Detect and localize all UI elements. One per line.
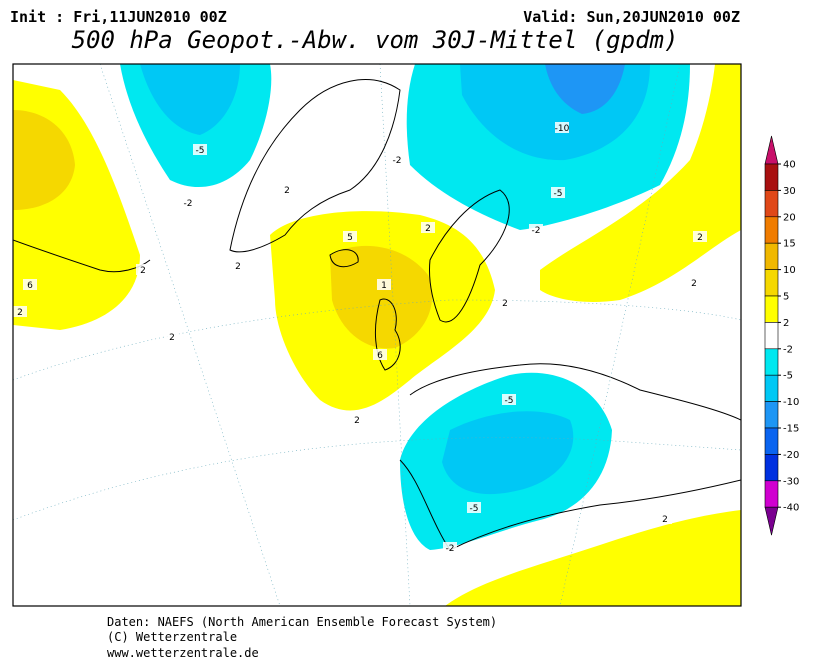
colorbar-swatch bbox=[764, 348, 779, 376]
contour-label: 2 bbox=[354, 416, 360, 426]
contour-label: -5 bbox=[196, 146, 205, 156]
contour-label: -2 bbox=[532, 226, 541, 236]
colorbar-label: 5 bbox=[783, 292, 789, 303]
colorbar-label: 2 bbox=[783, 318, 789, 329]
contour-label: 2 bbox=[17, 308, 23, 318]
colorbar-label: 40 bbox=[783, 160, 796, 171]
colorbar-label: -15 bbox=[783, 424, 799, 435]
contour-label-bg bbox=[529, 224, 543, 235]
contour-label: -10 bbox=[555, 124, 570, 134]
contour-label-bg bbox=[555, 122, 569, 133]
map-area: -5 -2 2 -2 -10 -5 -2 2 2 6 2 2 5 1 6 2 2 2 -5 -5 -2 2 2 2 bbox=[13, 64, 741, 606]
colorbar-label: 20 bbox=[783, 212, 796, 223]
contour-label: -5 bbox=[554, 189, 563, 199]
colorbar-label: -2 bbox=[783, 344, 793, 355]
map-frame bbox=[12, 63, 742, 607]
colorbar-swatch bbox=[764, 374, 779, 402]
contour-label-bg bbox=[421, 222, 435, 233]
contour-label: 2 bbox=[425, 224, 431, 234]
colorbar-label: -5 bbox=[783, 371, 793, 382]
contour-label-bg bbox=[693, 231, 707, 242]
colorbar-swatch bbox=[764, 322, 779, 350]
colorbar-swatch bbox=[764, 190, 779, 218]
colorbar-cap bbox=[764, 135, 779, 165]
colorbar-swatch bbox=[764, 163, 779, 191]
map-title: 500 hPa Geopot.-Abw. vom 30J-Mittel (gpd… bbox=[72, 26, 679, 54]
colorbar-label: -40 bbox=[783, 503, 799, 514]
contour-label-bg bbox=[165, 331, 179, 342]
colorbar-swatch bbox=[764, 242, 779, 270]
colorbar: 40 30 20 15 10 5 2 -2 -5 -10 -15 -20 -30 -40 bbox=[764, 135, 799, 536]
contour-label-bg bbox=[350, 414, 364, 425]
contour-label: -5 bbox=[505, 396, 514, 406]
colorbar-label: 15 bbox=[783, 239, 796, 250]
contour-label-bg bbox=[373, 349, 387, 360]
contour-label-bg bbox=[467, 502, 481, 513]
contour-label-bg bbox=[280, 184, 294, 195]
colorbar-label: 30 bbox=[783, 186, 796, 197]
contour-label: -5 bbox=[470, 504, 479, 514]
colorbar-label: 10 bbox=[783, 265, 796, 276]
colorbar-swatch bbox=[764, 401, 779, 429]
anomaly-area bbox=[540, 64, 741, 302]
footer-line: Daten: NAEFS (North American Ensemble Fo… bbox=[107, 615, 497, 629]
colorbar-swatch bbox=[764, 480, 779, 508]
contour-label: 2 bbox=[691, 279, 697, 289]
colorbar-cap bbox=[764, 506, 779, 536]
contour-label-bg bbox=[390, 154, 404, 165]
anomaly-area bbox=[13, 110, 75, 210]
anomaly-area bbox=[140, 64, 240, 135]
colorbar-swatch bbox=[764, 269, 779, 297]
colorbar-label: -30 bbox=[783, 476, 799, 487]
contour-label: -2 bbox=[184, 199, 193, 209]
colorbar-swatch bbox=[764, 454, 779, 482]
contour-label: 6 bbox=[27, 281, 33, 291]
contour-label: 2 bbox=[169, 333, 175, 343]
contour-label: 2 bbox=[284, 186, 290, 196]
contour-label: 2 bbox=[697, 233, 703, 243]
footer-line: (C) Wetterzentrale bbox=[107, 630, 237, 644]
contour-label-bg bbox=[136, 264, 150, 275]
anomaly-area bbox=[545, 64, 625, 114]
contour-label-bg bbox=[658, 513, 672, 524]
contour-label-bg bbox=[23, 279, 37, 290]
contour-label: -2 bbox=[446, 544, 455, 554]
contour-label-bg bbox=[498, 297, 512, 308]
contour-label-bg bbox=[193, 144, 207, 155]
contour-label-bg bbox=[181, 197, 195, 208]
colorbar-label: -10 bbox=[783, 397, 799, 408]
footer-line: www.wetterzentrale.de bbox=[107, 646, 259, 660]
valid-time: Valid: Sun,20JUN2010 00Z bbox=[523, 8, 740, 26]
anomaly-area bbox=[442, 411, 574, 495]
anomaly-area bbox=[445, 510, 741, 606]
contour-label: -2 bbox=[393, 156, 402, 166]
contour-label-bg bbox=[231, 260, 245, 271]
contour-label-bg bbox=[13, 306, 27, 317]
colorbar-label: -20 bbox=[783, 450, 799, 461]
contour-label-bg bbox=[377, 279, 391, 290]
colorbar-swatch bbox=[764, 216, 779, 244]
colorbar-swatch bbox=[764, 295, 779, 323]
contour-label: 2 bbox=[662, 515, 668, 525]
colorbar-swatch bbox=[764, 427, 779, 455]
contour-label: 5 bbox=[347, 233, 353, 243]
contour-label: 2 bbox=[235, 262, 241, 272]
contour-label: 2 bbox=[502, 299, 508, 309]
contour-label-bg bbox=[502, 394, 516, 405]
contour-label: 6 bbox=[377, 351, 383, 361]
contour-label-bg bbox=[687, 277, 701, 288]
anomaly-area bbox=[330, 245, 433, 349]
graticule bbox=[13, 64, 741, 606]
init-time: Init : Fri,11JUN2010 00Z bbox=[10, 8, 227, 26]
contour-label: 2 bbox=[140, 266, 146, 276]
coastlines bbox=[13, 79, 741, 551]
contour-label-bg bbox=[443, 542, 457, 553]
contour-label: 1 bbox=[381, 281, 387, 291]
contour-label-bg bbox=[551, 187, 565, 198]
contour-label-bg bbox=[343, 231, 357, 242]
